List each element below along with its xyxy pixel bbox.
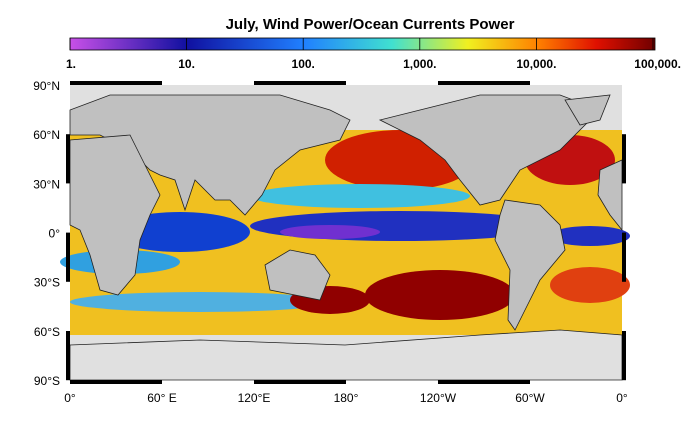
north-america xyxy=(378,94,601,206)
longitude-label: 180° xyxy=(334,391,359,405)
australia xyxy=(264,249,331,301)
map-frame xyxy=(66,81,626,384)
colorbar-tick-label: 10. xyxy=(178,57,195,71)
colorbar xyxy=(69,37,656,51)
colorbar-tick-label: 1,000. xyxy=(403,57,436,71)
axis-labels: 90°N 60°N 30°N 0° 30°S 60°S 90°S 0° 60° E 120°E 18… xyxy=(33,79,628,405)
longitude-label: 60° E xyxy=(147,391,176,405)
longitude-label: 120°W xyxy=(420,391,457,405)
field-blob xyxy=(550,226,630,246)
africa xyxy=(69,134,161,296)
west-africa xyxy=(597,159,623,232)
longitude-label: 0° xyxy=(64,391,76,405)
latitude-label: 90°N xyxy=(33,79,60,93)
latitude-label: 0° xyxy=(49,227,61,241)
field-blob xyxy=(550,267,630,303)
title: July, Wind Power/Ocean Currents Power xyxy=(226,16,515,33)
colorbar-tick-label: 10,000. xyxy=(516,57,556,71)
colorbar-tick-label: 1. xyxy=(66,57,76,71)
south-america xyxy=(494,199,566,331)
field-blob xyxy=(250,184,470,208)
colorbar-ticks: 1. 10. 100. 1,000. 10,000. 100,000. xyxy=(66,38,681,71)
field-blob xyxy=(280,225,380,239)
colorbar-tick-label: 100. xyxy=(292,57,315,71)
longitude-label: 120°E xyxy=(238,391,271,405)
longitude-label: 0° xyxy=(616,391,628,405)
latitude-label: 90°S xyxy=(34,374,60,388)
greenland xyxy=(564,94,611,126)
latitude-label: 60°N xyxy=(33,128,60,142)
eurasia xyxy=(69,94,351,216)
map xyxy=(60,81,630,384)
latitude-label: 30°N xyxy=(33,177,60,191)
field-blob xyxy=(70,292,330,312)
latitude-label: 30°S xyxy=(34,276,60,290)
colorbar-tick-label: 100,000. xyxy=(634,57,681,71)
field-blob xyxy=(365,270,515,320)
longitude-label: 60°W xyxy=(515,391,545,405)
latitude-label: 60°S xyxy=(34,325,60,339)
